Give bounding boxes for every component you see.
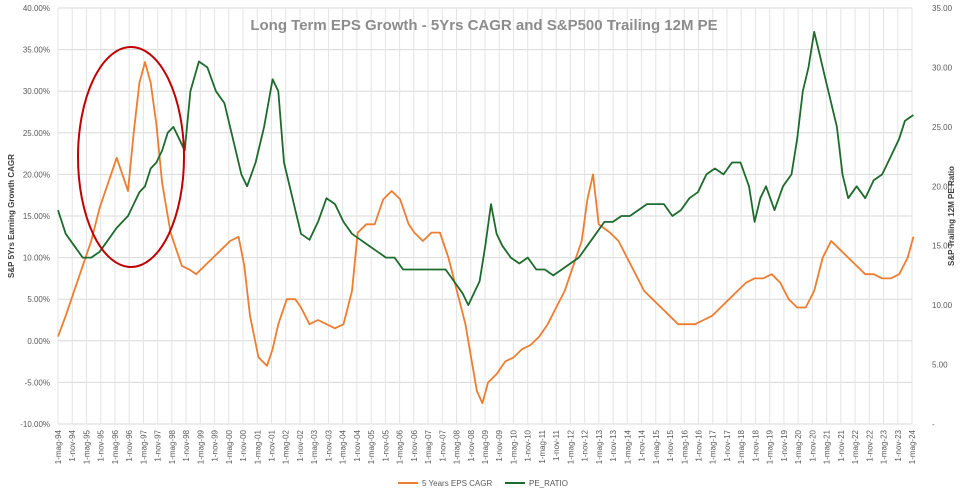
x-tick-label: 1-nov-96 — [125, 429, 134, 461]
x-tick-label: 1-nov-06 — [410, 429, 419, 461]
right-tick-label: 35.00 — [932, 4, 953, 13]
left-tick-label: 20.00% — [23, 170, 50, 179]
right-tick-label: 25.00 — [932, 123, 953, 132]
series-line-eps-cagr — [57, 61, 915, 405]
left-axis-title: S&P 5Yrs Earning Growth CAGR — [7, 154, 16, 278]
x-tick-label: 1-mag-94 — [54, 429, 63, 464]
x-tick-label: 1-nov-95 — [97, 429, 106, 461]
x-tick-label: 1-mag-19 — [766, 429, 775, 464]
x-tick-label: 1-nov-18 — [751, 429, 760, 461]
legend: 5 Years EPS CAGR PE_RATIO — [398, 479, 568, 488]
x-tick-label: 1-mag-24 — [908, 429, 917, 464]
x-tick-label: 1-mag-99 — [196, 429, 205, 464]
right-tick-label: 10.00 — [932, 301, 953, 310]
x-tick-label: 1-nov-07 — [438, 429, 447, 461]
x-tick-label: 1-mag-97 — [139, 429, 148, 464]
x-tick-label: 1-mag-20 — [794, 429, 803, 464]
x-tick-label: 1-mag-08 — [453, 429, 462, 464]
x-tick-label: 1-nov-14 — [638, 429, 647, 461]
x-tick-label: 1-nov-11 — [552, 429, 561, 461]
x-tick-label: 1-nov-20 — [808, 429, 817, 461]
x-tick-label: 1-mag-10 — [509, 429, 518, 464]
right-axis-title: S&P Trailing 12M PE Ratio — [947, 166, 956, 266]
x-tick-label: 1-mag-15 — [652, 429, 661, 464]
right-tick-label: 15.00 — [932, 242, 953, 251]
left-tick-label: 5.00% — [27, 295, 50, 304]
x-tick-label: 1-mag-22 — [851, 429, 860, 464]
x-tick-label: 1-mag-96 — [111, 429, 120, 464]
right-axis-ticks: - 5.00 10.00 15.00 20.00 25.00 30.00 35.00 — [932, 4, 953, 429]
left-tick-label: 30.00% — [23, 87, 50, 96]
x-tick-label: 1-mag-06 — [396, 429, 405, 464]
x-tick-label: 1-mag-16 — [680, 429, 689, 464]
x-tick-label: 1-mag-98 — [168, 429, 177, 464]
left-tick-label: -5.00% — [25, 378, 50, 387]
x-tick-label: 1-mag-09 — [481, 429, 490, 464]
right-tick-label: 20.00 — [932, 182, 953, 191]
x-tick-label: 1-mag-13 — [595, 429, 604, 464]
legend-label-pe: PE_RATIO — [529, 479, 568, 488]
x-tick-label: 1-nov-94 — [68, 429, 77, 461]
left-tick-label: 10.00% — [23, 254, 50, 263]
x-tick-label: 1-mag-18 — [737, 429, 746, 464]
x-tick-label: 1-mag-05 — [367, 429, 376, 464]
x-tick-label: 1-nov-19 — [780, 429, 789, 461]
x-tick-label: 1-nov-00 — [239, 429, 248, 461]
x-tick-label: 1-nov-08 — [467, 429, 476, 461]
x-tick-label: 1-mag-17 — [709, 429, 718, 464]
right-tick-label: 5.00 — [932, 361, 948, 370]
x-tick-label: 1-mag-03 — [310, 429, 319, 464]
right-tick-label: - — [932, 420, 935, 429]
x-tick-label: 1-mag-02 — [282, 429, 291, 464]
x-tick-label: 1-nov-05 — [381, 429, 390, 461]
x-tick-label: 1-nov-23 — [894, 429, 903, 461]
x-tick-label: 1-nov-03 — [324, 429, 333, 461]
x-tick-label: 1-mag-23 — [880, 429, 889, 464]
x-tick-label: 1-nov-98 — [182, 429, 191, 461]
x-axis-ticks: 1-mag-94 1-nov-94 1-mag-95 1-nov-95 1-mag-96… — [54, 429, 917, 464]
highlight-ellipse — [77, 46, 185, 268]
x-tick-label: 1-nov-16 — [695, 429, 704, 461]
x-tick-label: 1-nov-21 — [837, 429, 846, 461]
x-tick-label: 1-mag-21 — [823, 429, 832, 464]
left-tick-label: 35.00% — [23, 46, 50, 55]
x-tick-label: 1-mag-11 — [538, 429, 547, 463]
x-tick-label: 1-mag-12 — [566, 429, 575, 464]
x-tick-label: 1-nov-97 — [154, 429, 163, 461]
x-tick-label: 1-nov-22 — [865, 429, 874, 461]
x-tick-label: 1-nov-09 — [495, 429, 504, 461]
left-tick-label: -10.00% — [20, 420, 50, 429]
legend-label-eps: 5 Years EPS CAGR — [422, 479, 492, 488]
x-tick-label: 1-mag-01 — [253, 429, 262, 464]
x-tick-label: 1-nov-99 — [211, 429, 220, 461]
x-tick-label: 1-mag-14 — [623, 429, 632, 464]
x-tick-label: 1-nov-02 — [296, 429, 305, 461]
x-tick-label: 1-nov-12 — [581, 429, 590, 461]
x-tick-label: 1-nov-10 — [524, 429, 533, 461]
right-tick-label: 30.00 — [932, 63, 953, 72]
x-tick-label: 1-nov-15 — [666, 429, 675, 461]
chart-title: Long Term EPS Growth - 5Yrs CAGR and S&P… — [250, 17, 717, 34]
x-tick-label: 1-mag-07 — [424, 429, 433, 464]
x-tick-label: 1-nov-01 — [268, 429, 277, 461]
x-tick-label: 1-nov-13 — [609, 429, 618, 461]
left-tick-label: 0.00% — [27, 337, 50, 346]
left-tick-label: 15.00% — [23, 212, 50, 221]
left-tick-label: 25.00% — [23, 129, 50, 138]
x-tick-label: 1-mag-95 — [82, 429, 91, 464]
x-tick-label: 1-mag-00 — [225, 429, 234, 464]
left-tick-label: 40.00% — [23, 4, 50, 13]
x-tick-label: 1-mag-04 — [339, 429, 348, 464]
x-tick-label: 1-nov-17 — [723, 429, 732, 461]
x-tick-label: 1-nov-04 — [353, 429, 362, 461]
grid-lines — [57, 7, 913, 425]
left-axis-ticks: -10.00% -5.00% 0.00% 5.00% 10.00% 15.00% 20.00… — [20, 4, 50, 429]
